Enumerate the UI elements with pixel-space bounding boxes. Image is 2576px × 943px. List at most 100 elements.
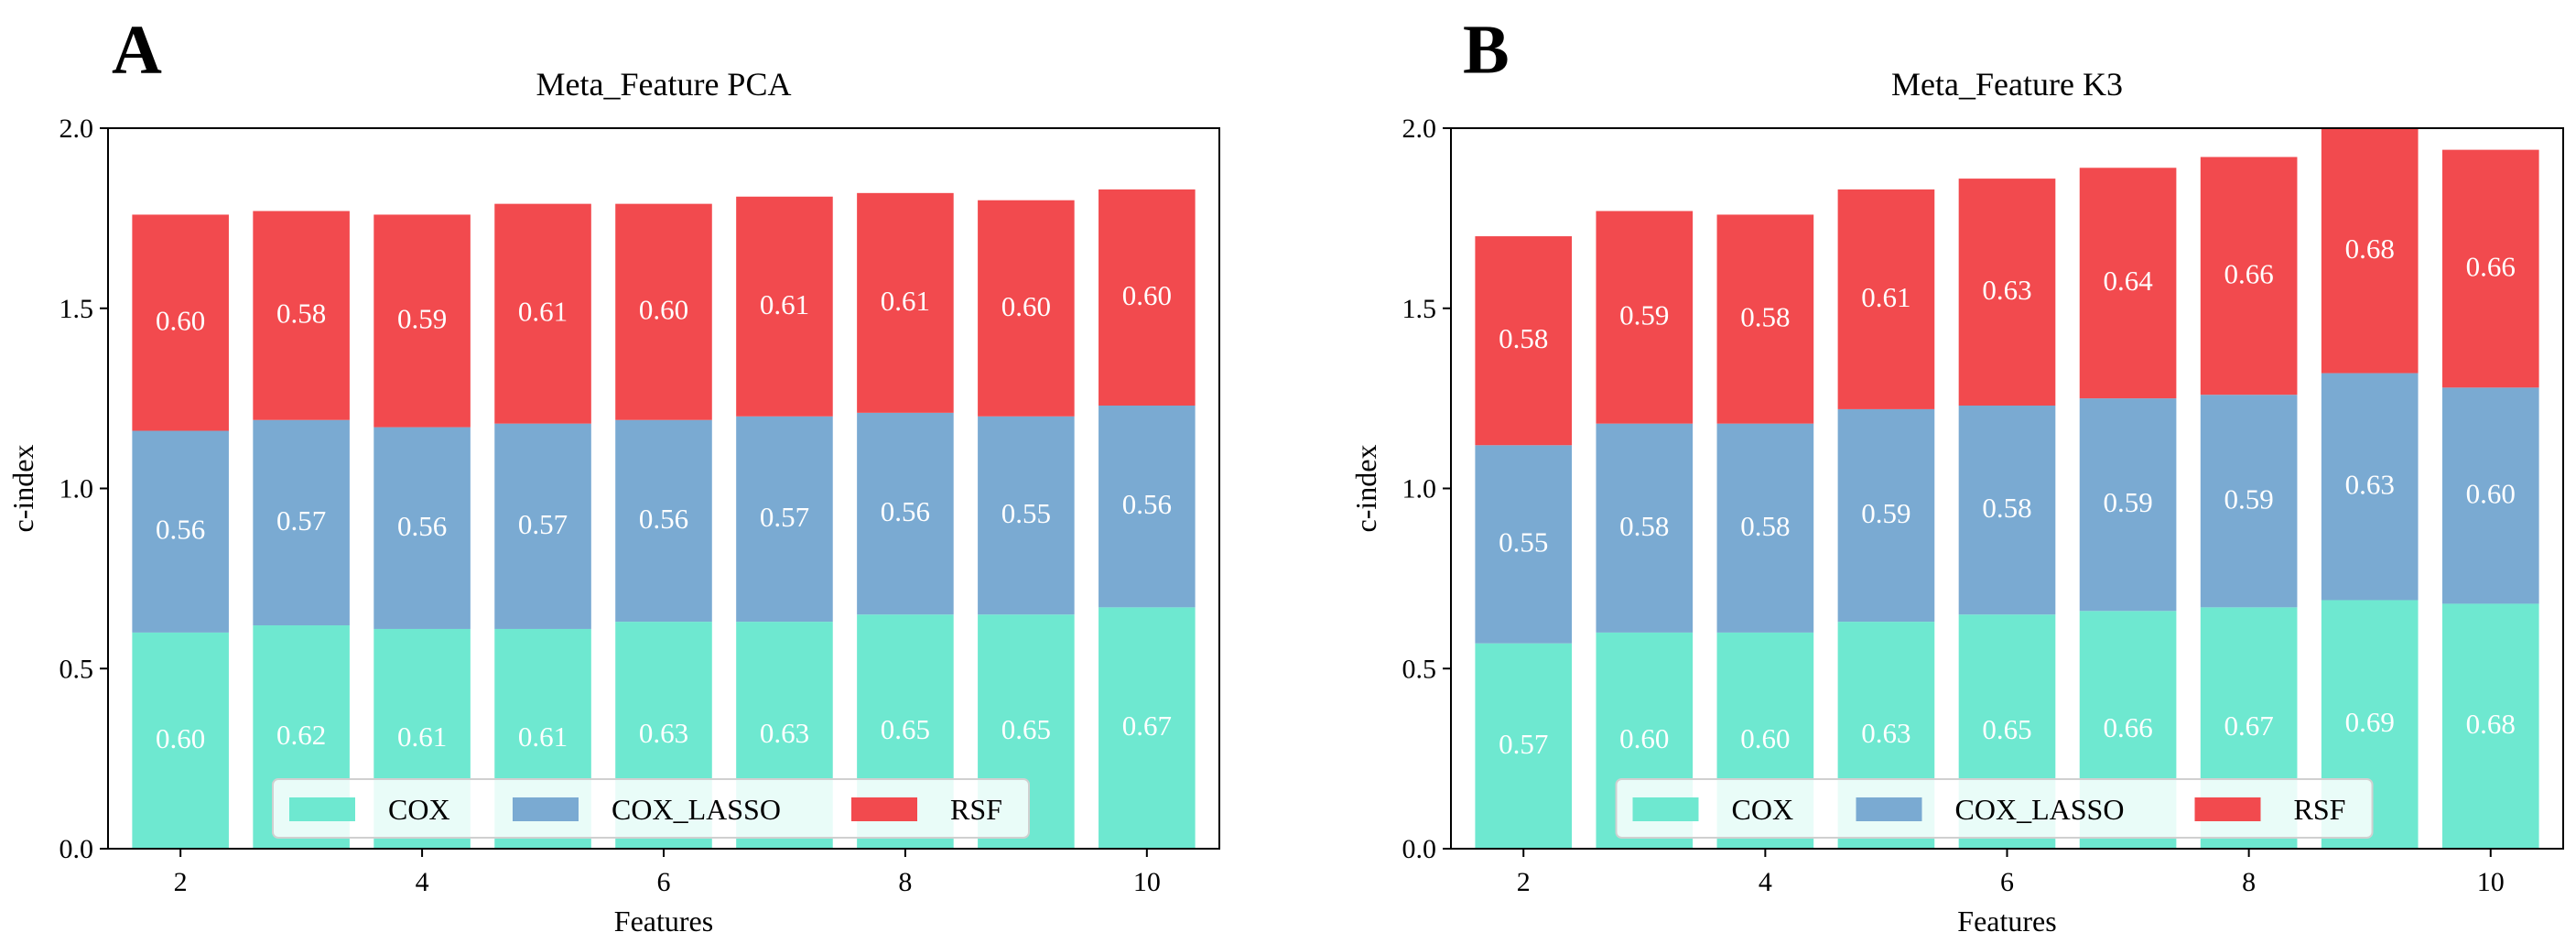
data-label: 0.57	[1499, 728, 1548, 760]
panel-b: B Meta_Feature K30.570.550.580.600.580.59…	[1349, 11, 2564, 938]
bar-cox-lasso	[1958, 405, 2056, 615]
data-label: 0.59	[2224, 482, 2274, 515]
legend-label: COX	[1732, 793, 1794, 826]
bar-group: 0.57 0.55 0.58 0.60 0.58 0.59 0.60 0.58 0.58 0.63…	[1475, 128, 2539, 849]
data-label: 0.60	[156, 304, 205, 336]
x-tick-label: 10	[1133, 867, 1161, 897]
data-label: 0.59	[397, 303, 447, 335]
legend-label: COX_LASSO	[1955, 793, 2125, 826]
bar-cox-lasso	[132, 430, 229, 633]
data-label: 0.63	[2345, 469, 2395, 501]
legend-swatch-cox-lasso	[513, 797, 579, 821]
bar-cox	[132, 632, 229, 849]
data-label: 0.63	[639, 717, 688, 749]
bar-group: 0.60 0.56 0.60 0.62 0.57 0.58 0.61 0.56 0.59 0.61…	[132, 189, 1196, 849]
bar-cox	[1475, 643, 1573, 849]
bar-rsf	[2321, 128, 2419, 374]
chart-title: Meta_Feature PCA	[536, 66, 792, 103]
data-label: 0.58	[276, 298, 326, 330]
bar-rsf	[2200, 157, 2298, 396]
data-label: 0.63	[1861, 717, 1910, 749]
data-label: 0.56	[881, 495, 930, 527]
bar-cox-lasso	[253, 419, 350, 626]
y-axis-label: c-index	[6, 445, 39, 533]
panel-letter: A	[112, 11, 162, 88]
y-axis-label: c-index	[1349, 445, 1382, 533]
legend-label: RSF	[950, 793, 1002, 826]
data-label: 0.65	[1001, 713, 1051, 745]
y-tick-label: 2.0	[1402, 114, 1437, 144]
legend-frame	[272, 778, 1030, 839]
bar-cox-lasso	[1475, 445, 1573, 644]
x-tick-label: 6	[657, 867, 671, 897]
data-label: 0.59	[1861, 497, 1910, 529]
legend-label: RSF	[2294, 793, 2346, 826]
bar-rsf	[1596, 211, 1694, 424]
x-tick-label: 8	[898, 867, 912, 897]
data-label: 0.63	[760, 717, 809, 749]
bar-rsf	[1475, 236, 1573, 446]
data-label: 0.56	[156, 514, 205, 546]
data-label: 0.69	[2345, 706, 2395, 738]
x-axis-label: Features	[614, 905, 713, 938]
y-tick-label: 1.0	[60, 474, 94, 504]
data-label: 0.65	[1982, 713, 2031, 745]
data-label: 0.60	[1619, 722, 1669, 754]
panel-a: A Meta_Feature PCA0.600.560.600.620.570.5…	[6, 11, 1220, 938]
data-label: 0.66	[2103, 711, 2152, 743]
data-label: 0.58	[1982, 492, 2031, 524]
bar-rsf	[857, 192, 954, 413]
y-tick-label: 1.0	[1402, 474, 1437, 504]
y-tick-label: 0.5	[60, 654, 94, 684]
data-label: 0.61	[397, 721, 447, 753]
data-label: 0.61	[1861, 281, 1910, 313]
data-label: 0.58	[1740, 301, 1790, 333]
legend-swatch-cox	[1632, 797, 1699, 821]
data-label: 0.66	[2466, 250, 2516, 282]
data-label: 0.61	[518, 721, 568, 753]
legend-label: COX_LASSO	[612, 793, 781, 826]
bar-rsf	[1837, 189, 1935, 409]
bar-cox	[2441, 603, 2539, 849]
bar-cox-lasso	[857, 412, 954, 615]
bar-rsf	[978, 200, 1075, 417]
x-tick-label: 4	[1759, 867, 1772, 897]
bar-cox	[1099, 607, 1196, 849]
bar-rsf	[253, 211, 350, 420]
data-label: 0.62	[276, 719, 326, 751]
y-tick-label: 1.5	[1402, 294, 1437, 324]
x-tick-label: 8	[2242, 867, 2256, 897]
data-label: 0.60	[1740, 722, 1790, 754]
bar-cox-lasso	[494, 423, 591, 629]
data-label: 0.64	[2103, 265, 2153, 297]
legend: COX COX_LASSO RSF	[1615, 778, 2374, 839]
bar-rsf	[2441, 149, 2539, 388]
data-label: 0.61	[881, 285, 930, 317]
bar-cox-lasso	[736, 416, 833, 623]
x-tick-label: 2	[1517, 867, 1531, 897]
bar-rsf	[1958, 179, 2056, 406]
bar-cox-lasso	[2079, 398, 2177, 612]
chart-title: Meta_Feature K3	[1891, 66, 2123, 103]
data-label: 0.57	[760, 501, 809, 533]
legend-label: COX	[388, 793, 450, 826]
bar-rsf	[132, 214, 229, 431]
data-label: 0.57	[276, 504, 326, 537]
data-label: 0.66	[2224, 257, 2274, 289]
x-tick-label: 4	[416, 867, 429, 897]
data-label: 0.60	[1122, 279, 1172, 311]
data-label: 0.60	[1001, 290, 1051, 322]
bar-cox-lasso	[1837, 408, 1935, 623]
data-label: 0.59	[1619, 299, 1669, 331]
bar-cox-lasso	[978, 416, 1075, 615]
legend-swatch-cox	[289, 797, 355, 821]
data-label: 0.68	[2345, 233, 2395, 265]
data-label: 0.61	[518, 296, 568, 328]
data-label: 0.58	[1619, 510, 1669, 542]
bar-cox-lasso	[1596, 423, 1694, 633]
data-label: 0.67	[2224, 710, 2274, 742]
y-tick-label: 0.5	[1402, 654, 1437, 684]
x-tick-label: 10	[2477, 867, 2505, 897]
panel-letter: B	[1463, 11, 1510, 88]
